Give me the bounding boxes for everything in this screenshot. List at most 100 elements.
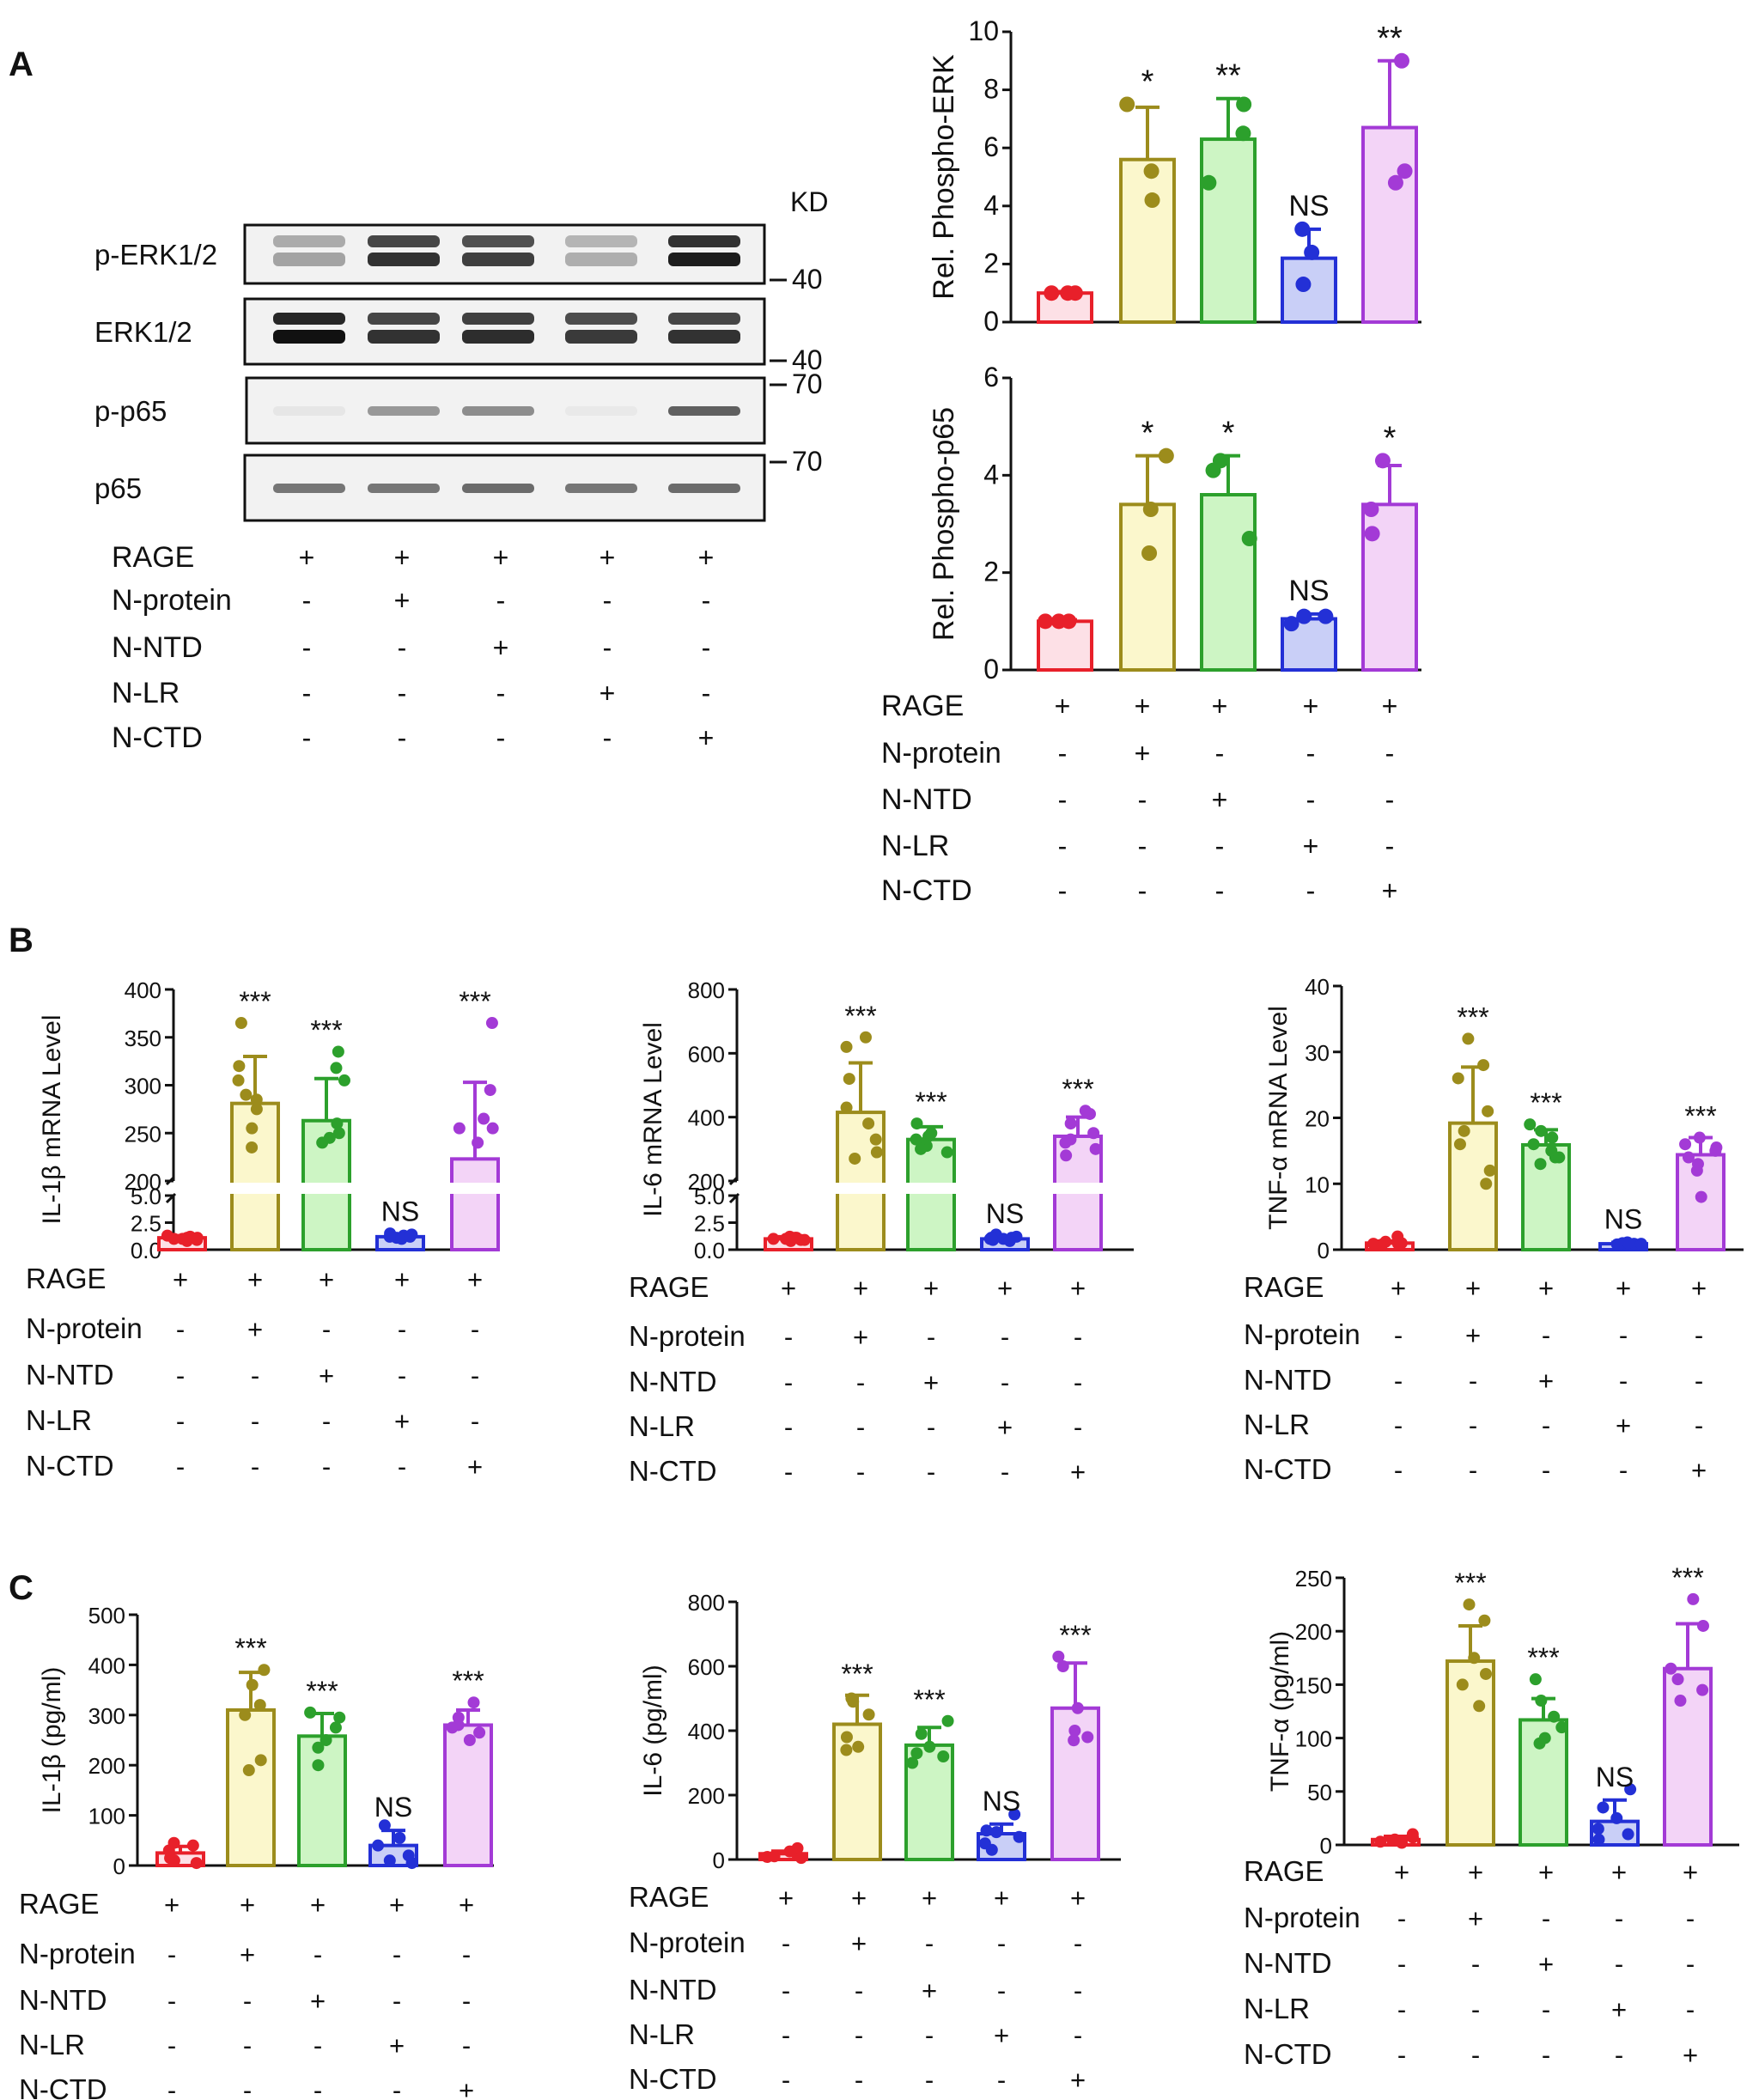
y-tick-label: 200 xyxy=(88,1753,125,1779)
condition-mark: - xyxy=(856,1457,865,1487)
y-tick-label: 300 xyxy=(125,1074,161,1099)
data-point xyxy=(234,1017,247,1030)
bar xyxy=(1663,1666,1713,1847)
blot-band xyxy=(462,313,534,325)
significance-label: *** xyxy=(459,986,490,1017)
condition-mark: - xyxy=(322,1314,331,1344)
condition-row-label: RAGE xyxy=(629,1271,709,1303)
y-tick-label: 300 xyxy=(88,1703,125,1729)
data-point xyxy=(1458,1124,1470,1137)
data-point xyxy=(1477,1059,1490,1072)
data-point xyxy=(246,1141,259,1153)
data-point xyxy=(191,1233,204,1246)
condition-mark: + xyxy=(394,1406,410,1436)
data-point xyxy=(1665,1662,1677,1675)
condition-mark: + xyxy=(1691,1273,1707,1303)
condition-mark: + xyxy=(1382,691,1398,721)
data-point xyxy=(472,1136,484,1149)
data-point xyxy=(794,1852,807,1865)
condition-mark: - xyxy=(1074,1412,1082,1442)
panel-label-c: C xyxy=(9,1569,33,1607)
bar xyxy=(1361,125,1418,324)
condition-mark: - xyxy=(1385,784,1395,815)
y-axis-label: TNF-α (pg/ml) xyxy=(1266,1631,1294,1792)
condition-mark: + xyxy=(493,542,509,573)
y-tick-label: 200 xyxy=(688,1169,725,1195)
condition-mark: - xyxy=(1074,1928,1082,1958)
panel-label-b: B xyxy=(9,922,33,959)
y-tick-label: 0 xyxy=(1320,1833,1332,1859)
data-point xyxy=(985,1843,998,1856)
data-point xyxy=(1068,1734,1080,1747)
condition-mark: + xyxy=(319,1264,334,1294)
data-point xyxy=(250,1093,263,1106)
blot-row: p65 70 xyxy=(94,446,823,522)
bar xyxy=(443,1723,493,1867)
data-point xyxy=(1624,1783,1637,1796)
mw-marker-label: 40 xyxy=(792,344,823,375)
data-point xyxy=(1546,1131,1559,1144)
condition-mark: + xyxy=(1611,1857,1627,1887)
y-tick-label: 400 xyxy=(88,1653,125,1678)
condition-mark: + xyxy=(1212,784,1228,815)
y-tick-label: 800 xyxy=(688,1590,725,1616)
significance-label: *** xyxy=(1062,1074,1093,1105)
data-point xyxy=(446,1721,459,1734)
condition-mark: - xyxy=(782,2065,790,2095)
y-tick-label: 40 xyxy=(1305,974,1330,1000)
condition-mark: + xyxy=(1538,1273,1554,1303)
data-point xyxy=(1453,1138,1466,1151)
data-point xyxy=(1634,1238,1647,1251)
condition-mark: - xyxy=(393,2075,401,2100)
data-point xyxy=(1087,1127,1100,1140)
bar xyxy=(1200,493,1257,672)
condition-mark: - xyxy=(855,1975,863,2006)
data-point xyxy=(463,1734,476,1746)
condition-mark: + xyxy=(851,1883,867,1913)
condition-mark: - xyxy=(471,1314,479,1344)
significance-label: NS xyxy=(1604,1204,1642,1235)
y-tick-label: 200 xyxy=(1295,1619,1332,1645)
data-point xyxy=(1158,447,1174,464)
bar xyxy=(1119,157,1176,324)
condition-mark: + xyxy=(778,1883,794,1913)
data-point xyxy=(1387,174,1403,191)
data-point xyxy=(378,1819,391,1832)
blot-row-label: p65 xyxy=(94,472,142,504)
significance-label: NS xyxy=(381,1196,419,1227)
condition-row-label: N-LR xyxy=(881,830,949,862)
data-point xyxy=(1483,1164,1496,1177)
data-point xyxy=(1406,1831,1419,1844)
data-point xyxy=(1144,192,1160,209)
chart-il6-elisa: 0 200 400 600 800 IL-6 (pg/ml) *** *** NS *** xyxy=(639,1590,1121,1873)
condition-mark: - xyxy=(176,1360,185,1391)
condition-mark: - xyxy=(313,2030,322,2060)
data-point xyxy=(1044,285,1060,301)
condition-mark: - xyxy=(997,2065,1006,2095)
significance-label: *** xyxy=(306,1676,338,1707)
condition-mark: - xyxy=(302,585,312,616)
condition-mark: - xyxy=(1686,1903,1695,1933)
data-point xyxy=(906,1756,919,1769)
data-point xyxy=(1473,1700,1486,1713)
data-point xyxy=(862,1708,875,1721)
data-point xyxy=(1089,1142,1102,1155)
condition-mark: + xyxy=(922,1975,937,2006)
condition-row-label: N-NTD xyxy=(629,1366,717,1397)
data-point xyxy=(393,1831,406,1844)
data-point xyxy=(246,1122,259,1135)
condition-mark: - xyxy=(1542,1410,1550,1440)
bar xyxy=(1119,502,1176,672)
condition-mark: + xyxy=(310,1986,326,2016)
condition-mark: - xyxy=(997,1928,1006,1958)
bar xyxy=(226,1707,276,1867)
data-point xyxy=(320,1734,332,1746)
data-point xyxy=(937,1750,950,1762)
data-point xyxy=(312,1759,325,1772)
condition-row-label: N-CTD xyxy=(881,874,972,907)
blot-row: p-p65 70 xyxy=(94,368,823,445)
data-point xyxy=(1386,1835,1399,1847)
data-point xyxy=(1592,1833,1605,1846)
condition-mark: + xyxy=(1394,1857,1409,1887)
